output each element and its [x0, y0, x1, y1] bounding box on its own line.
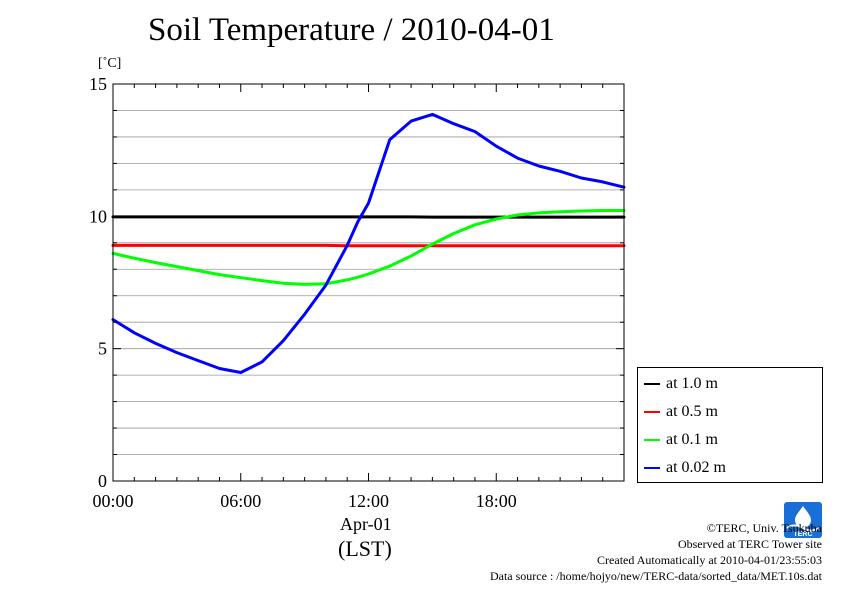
- terc-logo-icon: TERC: [784, 502, 822, 538]
- y-axis-unit-label: [˚C]: [98, 56, 122, 71]
- legend-label: at 0.02 m: [666, 459, 726, 476]
- legend-item: at 1.0 m: [644, 374, 718, 394]
- legend-swatch: [644, 411, 660, 413]
- legend-swatch: [644, 383, 660, 385]
- x-tick-label: 18:00: [476, 491, 517, 511]
- grid-lines: [113, 110, 624, 455]
- x-tick-label: 06:00: [220, 491, 261, 511]
- y-tick-label: 5: [98, 339, 107, 359]
- credit-created: Created Automatically at 2010-04-01/23:5…: [597, 553, 822, 567]
- credit-site: Observed at TERC Tower site: [677, 537, 822, 551]
- x-axis-date-label: Apr-01: [340, 514, 392, 534]
- y-tick-label: 10: [89, 206, 107, 226]
- y-tick-label: 0: [98, 471, 107, 491]
- legend-label: at 0.5 m: [666, 403, 718, 420]
- legend-item: at 0.02 m: [644, 458, 726, 478]
- legend-label: at 1.0 m: [666, 375, 718, 392]
- legend-swatch: [644, 467, 660, 469]
- chart-title: Soil Temperature / 2010-04-01: [148, 12, 555, 48]
- chart-legend: at 1.0 m at 0.5 m at 0.1 m at 0.02 m: [637, 367, 823, 483]
- legend-item: at 0.5 m: [644, 402, 718, 422]
- credit-source: Data source : /home/hojyo/new/TERC-data/…: [489, 569, 822, 583]
- plot-frame: [112, 83, 625, 482]
- tick-labels: 0 5 10 15 00:00 06:00 12:00 18:00: [89, 74, 517, 511]
- series-layer: [111, 112, 626, 374]
- legend-label: at 0.1 m: [666, 431, 718, 448]
- x-tick-label: 00:00: [92, 491, 133, 511]
- tick-marks: [112, 83, 624, 482]
- legend-item: at 0.1 m: [644, 430, 718, 450]
- logo-text: TERC: [793, 531, 812, 538]
- x-axis-timezone-label: (LST): [338, 536, 392, 561]
- credits-block: ©TERC, Univ. Tsukuba Observed at TERC To…: [490, 520, 822, 584]
- legend-swatch: [644, 439, 660, 441]
- series-line: [111, 112, 626, 374]
- series-line: [111, 209, 626, 286]
- x-tick-label: 12:00: [348, 491, 389, 511]
- credit-copyright: ©TERC, Univ. Tsukuba: [706, 521, 822, 535]
- y-tick-label: 15: [89, 74, 107, 94]
